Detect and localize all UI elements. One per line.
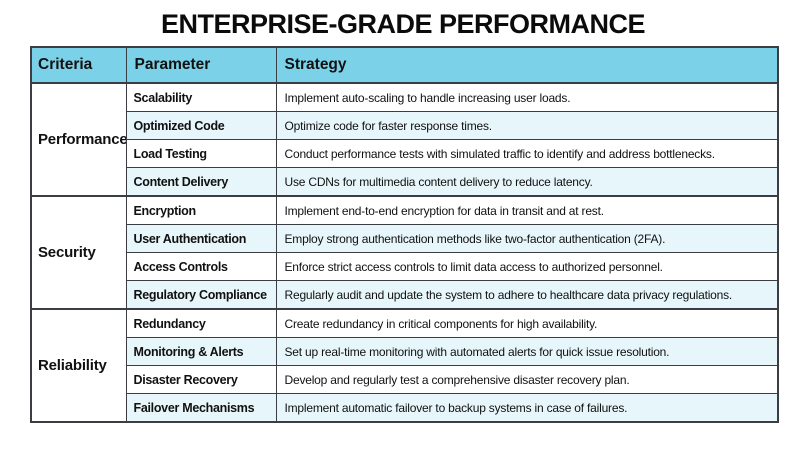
strategy-cell: Implement end-to-end encryption for data… bbox=[275, 195, 779, 225]
strategy-cell: Implement auto-scaling to handle increas… bbox=[275, 82, 779, 112]
strategy-cell: Employ strong authentication methods lik… bbox=[275, 224, 779, 253]
table-row: Disaster Recovery Develop and regularly … bbox=[31, 365, 779, 394]
strategy-cell: Create redundancy in critical components… bbox=[275, 308, 779, 338]
strategy-cell: Use CDNs for multimedia content delivery… bbox=[275, 167, 779, 197]
table-row: Performance Scalability Implement auto-s… bbox=[30, 82, 779, 197]
table-row: Optimized Code Optimize code for faster … bbox=[31, 111, 779, 140]
strategy-cell: Conduct performance tests with simulated… bbox=[275, 139, 779, 168]
header-row: Criteria Parameter Strategy bbox=[30, 46, 779, 84]
page-title: ENTERPRISE-GRADE PERFORMANCE bbox=[160, 9, 646, 39]
table-row: Monitoring & Alerts Set up real-time mon… bbox=[31, 337, 779, 366]
parameter-cell: Load Testing bbox=[125, 139, 277, 168]
parameter-cell: Monitoring & Alerts bbox=[125, 337, 277, 366]
strategy-cell: Develop and regularly test a comprehensi… bbox=[275, 365, 779, 394]
table-row: Load Testing Conduct performance tests w… bbox=[31, 139, 779, 168]
table-row: User Authentication Employ strong authen… bbox=[31, 224, 779, 253]
criteria-cell-performance: Performance bbox=[30, 82, 127, 197]
criteria-cell-security: Security bbox=[30, 195, 127, 310]
parameter-cell: Failover Mechanisms bbox=[125, 393, 277, 423]
parameter-cell: Regulatory Compliance bbox=[125, 280, 277, 310]
parameter-cell: Disaster Recovery bbox=[125, 365, 277, 394]
performance-table: Criteria Parameter Strategy Performance … bbox=[30, 46, 779, 423]
parameter-cell: User Authentication bbox=[125, 224, 277, 253]
table-row: Access Controls Enforce strict access co… bbox=[31, 252, 779, 281]
column-header-criteria: Criteria bbox=[30, 46, 127, 84]
parameter-cell: Redundancy bbox=[125, 308, 277, 338]
parameter-cell: Optimized Code bbox=[125, 111, 277, 140]
strategy-cell: Regularly audit and update the system to… bbox=[275, 280, 779, 310]
parameter-cell: Encryption bbox=[125, 195, 277, 225]
table-row: Reliability Redundancy Create redundancy… bbox=[30, 308, 779, 423]
column-header-parameter: Parameter bbox=[125, 46, 277, 84]
strategy-cell: Implement automatic failover to backup s… bbox=[275, 393, 779, 423]
parameter-cell: Scalability bbox=[125, 82, 277, 112]
table-row: Failover Mechanisms Implement automatic … bbox=[31, 393, 779, 423]
strategy-cell: Enforce strict access controls to limit … bbox=[275, 252, 779, 281]
table-row: Regulatory Compliance Regularly audit an… bbox=[31, 280, 779, 310]
table-row: Security Encryption Implement end-to-end… bbox=[30, 195, 779, 310]
criteria-cell-reliability: Reliability bbox=[30, 308, 127, 423]
parameter-cell: Content Delivery bbox=[125, 167, 277, 197]
strategy-cell: Optimize code for faster response times. bbox=[275, 111, 779, 140]
parameter-cell: Access Controls bbox=[125, 252, 277, 281]
column-header-strategy: Strategy bbox=[275, 46, 779, 84]
strategy-cell: Set up real-time monitoring with automat… bbox=[275, 337, 779, 366]
table-row: Content Delivery Use CDNs for multimedia… bbox=[31, 167, 779, 197]
